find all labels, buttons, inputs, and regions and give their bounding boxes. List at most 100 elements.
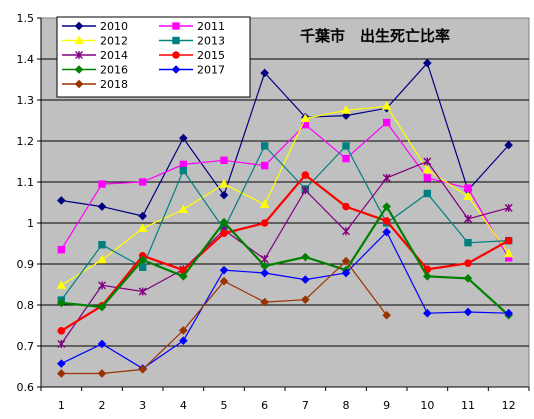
series-2012-point	[56, 280, 67, 289]
legend-item-2010: 2010	[62, 20, 128, 33]
series-2017-point	[97, 339, 107, 349]
series-2017-line	[61, 230, 509, 370]
y-tick-label: 0.9	[17, 258, 35, 271]
series-2012-line	[60, 105, 510, 286]
x-tick-label: 1	[58, 399, 65, 412]
legend-item-2018: 2018	[62, 78, 128, 91]
series-2010-point	[260, 68, 269, 78]
legend: 2010 2011 2012 2013 2014 2015 2016 2017 2018	[56, 16, 251, 98]
x-tick-label: 8	[343, 399, 350, 412]
y-tick-label: 1	[27, 217, 34, 230]
x-tick-label: 2	[99, 399, 106, 412]
legend-swatch-marker	[74, 65, 84, 74]
series-2018-point	[382, 310, 391, 320]
y-tick-label: 0.7	[17, 340, 35, 353]
series-2012-point	[503, 248, 514, 258]
legend-swatch-marker	[74, 35, 84, 44]
legend-label: 2010	[100, 20, 128, 33]
series-2016-point	[463, 274, 473, 283]
series-2014-point	[423, 157, 432, 166]
series-2011-point	[423, 174, 432, 182]
legend-label: 2013	[197, 35, 225, 48]
series-2016-point	[219, 217, 229, 227]
series-2017-point	[301, 275, 310, 284]
series-2016-line	[61, 204, 510, 317]
legend-label: 2014	[100, 49, 128, 62]
series-2014-point	[138, 287, 147, 296]
series-2015-point	[220, 229, 228, 238]
series-2017	[57, 227, 513, 373]
series-2012-point	[219, 179, 229, 188]
series-2010-point	[219, 190, 229, 200]
series-2016-point	[138, 255, 147, 265]
series-2012-point	[178, 204, 189, 213]
series-2014-point	[57, 339, 66, 348]
x-tick-label: 11	[461, 399, 475, 412]
x-tick-label: 7	[302, 399, 309, 412]
series-2011-point	[464, 184, 472, 192]
series-2013-point	[98, 241, 106, 249]
series-2017-point	[504, 308, 513, 318]
series-2018-point	[341, 256, 351, 266]
series-2012-point	[97, 254, 107, 264]
series-2018-point	[219, 276, 229, 286]
series-2017-point	[179, 336, 188, 345]
series-2017-point	[57, 359, 66, 368]
series-2017-point	[341, 268, 351, 278]
y-tick-label: 1.2	[17, 135, 35, 148]
series-2018	[57, 256, 391, 378]
series-2018-point	[301, 295, 310, 304]
series-2012-point	[463, 191, 473, 200]
series-2011-point	[138, 178, 147, 186]
series-2012-point	[137, 223, 148, 232]
series-2010-point	[138, 211, 147, 221]
x-tick-label: 12	[502, 399, 516, 412]
y-tick-label: 1.3	[17, 94, 35, 107]
legend-swatch-marker	[172, 51, 180, 59]
series-2010-point	[423, 58, 432, 68]
series-2010-point	[97, 202, 107, 211]
series-2012-point	[341, 105, 351, 114]
legend-item-2015: 2015	[159, 49, 225, 62]
series-2017-point	[423, 308, 432, 318]
legend-swatch-marker	[74, 21, 84, 31]
legend-swatch-marker	[172, 22, 180, 30]
x-tick-label: 3	[139, 399, 146, 412]
legend-item-2014: 2014	[62, 49, 128, 62]
series-2018-point	[260, 297, 269, 307]
series-2015-point	[382, 217, 391, 225]
series-2013-point	[179, 166, 188, 175]
y-tick-label: 0.8	[17, 299, 35, 312]
series-2010-point	[504, 140, 513, 150]
x-tick-label: 5	[221, 399, 228, 412]
series-2013-point	[423, 189, 432, 198]
x-tick-label: 6	[261, 399, 268, 412]
series-2015-point	[260, 219, 269, 227]
series-2014-point	[301, 186, 310, 195]
legend-label: 2015	[197, 49, 225, 62]
series-2014-point	[464, 214, 472, 223]
series-2011-point	[179, 160, 188, 169]
series-2010-point	[341, 111, 351, 120]
series-2013-point	[260, 142, 269, 150]
legend-label: 2011	[197, 20, 225, 33]
series-2016-point	[97, 302, 107, 312]
series-2014-point	[98, 281, 106, 290]
series-2011-line	[60, 121, 510, 259]
series-2017-point	[382, 227, 391, 237]
series-2010-point	[57, 196, 66, 205]
legend-item-2016: 2016	[62, 64, 128, 77]
series-2016-point	[301, 252, 310, 262]
legend-swatch-marker	[75, 51, 83, 59]
series-2010-point	[179, 133, 188, 143]
series-2014-point	[342, 227, 350, 236]
series-2011-point	[342, 154, 350, 163]
series-2015-point	[464, 259, 472, 267]
series-2015-point	[342, 202, 350, 211]
series-2018-point	[179, 326, 188, 335]
series-2013-point	[138, 263, 147, 271]
series-2016-point	[382, 202, 391, 211]
y-tick-label: 1.1	[17, 176, 35, 189]
